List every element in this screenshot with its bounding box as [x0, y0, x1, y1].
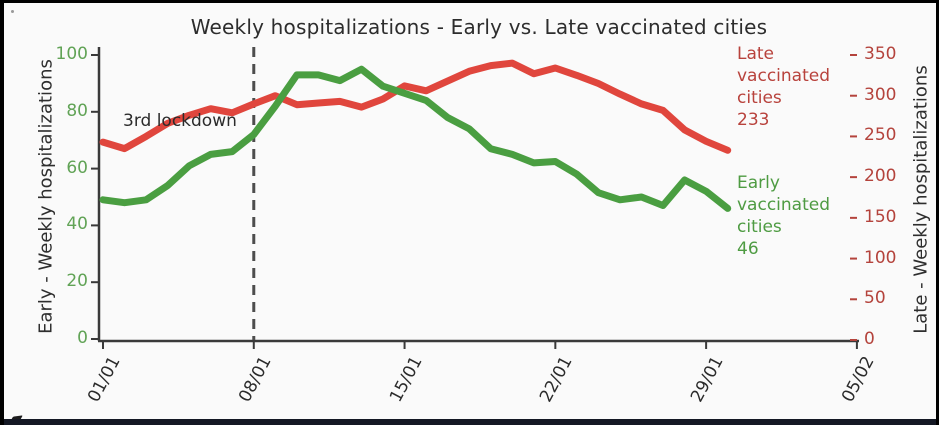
chart-title: Weekly hospitalizations - Early vs. Late…: [190, 15, 768, 39]
late-series-label-line: Late: [737, 44, 775, 64]
left-axis-tick-label: 40: [66, 214, 88, 235]
late-vaccinated-line: [99, 59, 732, 154]
left-axis-tick-label: 20: [66, 271, 88, 292]
early-series-label-line: Early: [737, 173, 780, 193]
early-series-label-line: cities: [737, 217, 782, 237]
right-axis-tick-label: 100: [864, 247, 897, 268]
left-axis-tick-label: 60: [66, 157, 88, 178]
left-axis-tick-label: 100: [55, 44, 88, 64]
right-axis-tick-label: 0: [864, 329, 875, 349]
right-axis-tick-label: 250: [864, 125, 897, 146]
line-chart-canvas: [91, 47, 859, 349]
right-axis-tick-label: 50: [864, 288, 886, 309]
right-axis-tick-label: 200: [864, 166, 897, 187]
right-axis-title: Late - Weekly hospitalizations: [910, 65, 932, 334]
late-series-label: Late vaccinated cities 233: [737, 43, 830, 131]
late-series-label-line: vaccinated: [737, 66, 831, 86]
late-series-value: 233: [737, 110, 770, 130]
left-axis-tick-label: 80: [66, 100, 88, 121]
dust-speck-artifact: [11, 10, 14, 13]
left-axis-tick-label: 0: [77, 328, 88, 348]
left-axis-title: Early - Weekly hospitalizations: [35, 59, 57, 334]
right-axis-tick-label: 300: [864, 84, 897, 105]
lockdown-annotation: 3rd lockdown: [123, 111, 237, 131]
bottom-window-edge-bar: [4, 419, 936, 425]
right-axis-tick-label: 150: [864, 206, 897, 227]
right-axis-tick-label: 350: [864, 43, 897, 64]
early-vaccinated-line: [99, 65, 732, 212]
late-series-label-line: cities: [737, 88, 782, 108]
early-series-label: Early vaccinated cities 46: [737, 172, 830, 260]
early-series-label-line: vaccinated: [737, 195, 831, 215]
early-series-value: 46: [737, 239, 759, 259]
